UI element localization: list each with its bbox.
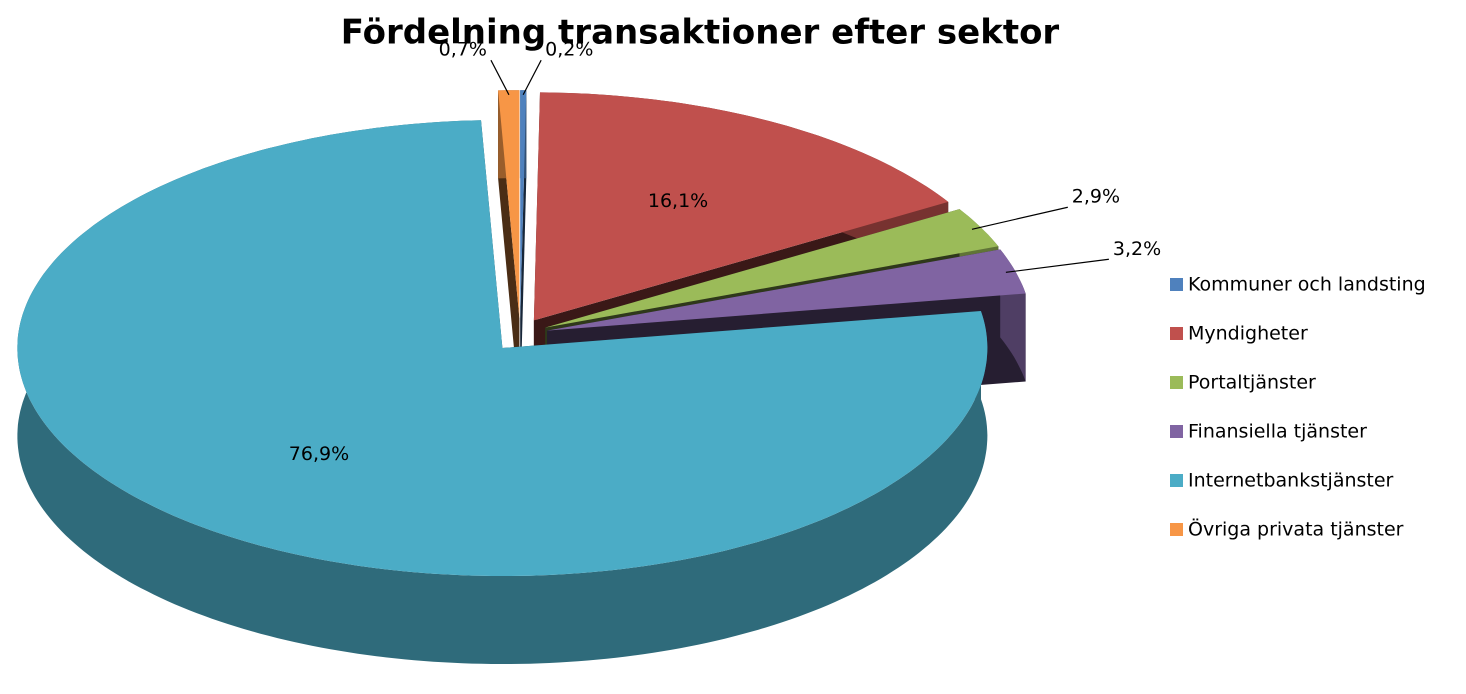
data-label: 2,9%: [1072, 186, 1120, 208]
legend-label: Finansiella tjänster: [1188, 421, 1367, 443]
data-label: 0,7%: [439, 39, 487, 61]
legend-swatch: [1170, 523, 1183, 536]
data-label: 0,2%: [545, 39, 593, 61]
leader-line: [1005, 258, 1109, 273]
leader-line: [522, 59, 542, 96]
slice: [533, 92, 949, 321]
legend-label: Kommuner och landsting: [1188, 274, 1426, 296]
data-label: 3,2%: [1113, 238, 1161, 260]
slice: [498, 90, 520, 319]
data-label: 76,9%: [289, 443, 349, 465]
slice-tops: [17, 90, 1026, 577]
legend-label: Övriga privata tjänster: [1188, 518, 1404, 541]
slice: [547, 249, 1026, 331]
leader-line: [971, 206, 1068, 230]
legend-swatch: [1170, 425, 1183, 438]
legend-label: Portaltjänster: [1188, 372, 1316, 394]
legend-swatch: [1170, 474, 1183, 487]
slice: [17, 120, 988, 577]
legend-swatch: [1170, 278, 1183, 291]
leader-line: [490, 59, 510, 96]
legend-swatch: [1170, 327, 1183, 340]
legend-label: Myndigheter: [1188, 323, 1308, 345]
slice: [545, 209, 999, 328]
slice: [520, 90, 527, 319]
chart-title: Fördelning transaktioner efter sektor: [341, 13, 1060, 53]
data-label: 16,1%: [648, 190, 708, 212]
legend-label: Internetbankstjänster: [1188, 470, 1394, 492]
legend-swatch: [1170, 376, 1183, 389]
